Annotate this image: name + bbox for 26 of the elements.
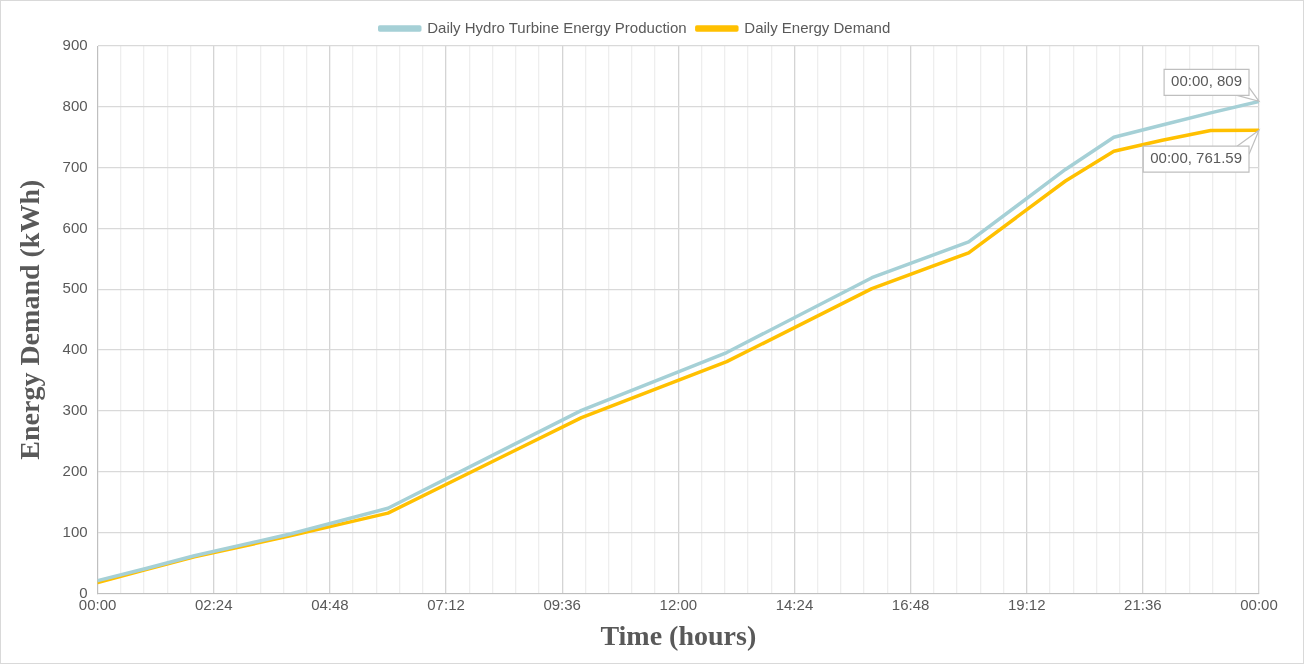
y-tick-label: 400 [62, 340, 88, 358]
legend-label: Daily Hydro Turbine Energy Production [427, 18, 687, 36]
y-tick-label: 0 [79, 583, 88, 601]
y-tick-label: 500 [62, 279, 88, 297]
x-tick-label: 21:36 [1124, 595, 1162, 613]
x-tick-label: 19:12 [1007, 595, 1046, 613]
x-tick-label: 00:00 [1240, 595, 1278, 613]
x-tick-label: 09:36 [543, 595, 581, 613]
y-tick-label: 900 [62, 36, 88, 54]
legend-label: Daily Energy Demand [744, 18, 891, 36]
x-tick-label: 04:48 [311, 595, 349, 613]
annotation: 00:00, 809 [1171, 72, 1243, 90]
x-tick-label: 07:12 [427, 595, 465, 613]
y-tick-label: 800 [62, 96, 88, 114]
y-tick-label: 600 [62, 218, 88, 236]
x-tick-label: 16:48 [891, 595, 930, 613]
y-tick-label: 700 [62, 157, 88, 175]
annotation: 00:00, 761.59 [1150, 149, 1243, 167]
y-tick-label: 300 [62, 401, 88, 419]
y-tick-label: 100 [62, 522, 88, 540]
y-axis-title: Energy Demand (kWh) [14, 179, 46, 460]
x-tick-label: 02:24 [194, 595, 233, 613]
x-tick-label: 12:00 [659, 595, 698, 613]
x-tick-label: 14:24 [775, 595, 814, 613]
y-tick-label: 200 [62, 461, 88, 479]
x-axis-title: Time (hours) [600, 620, 757, 652]
